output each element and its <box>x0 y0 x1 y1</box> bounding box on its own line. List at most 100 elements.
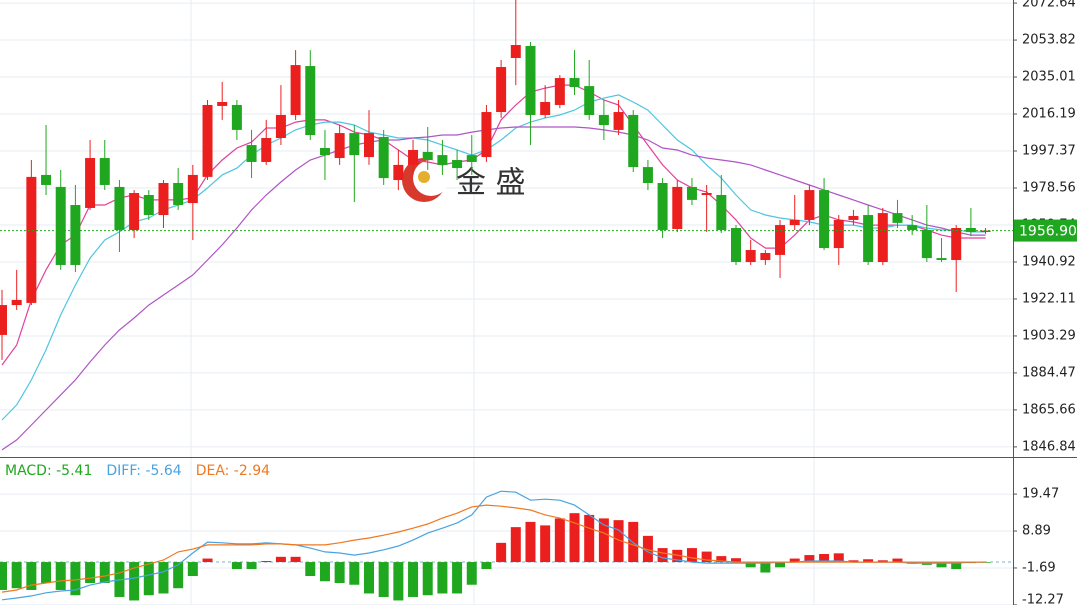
macd-bar <box>863 559 874 563</box>
macd-bar <box>569 513 580 563</box>
macd-bar <box>951 562 962 570</box>
watermark: 金 盛 <box>402 158 526 202</box>
candle-body <box>892 213 903 223</box>
candle-body <box>496 67 507 113</box>
macd-bar <box>275 556 286 563</box>
candle-body <box>877 213 888 263</box>
candle-body <box>569 78 580 88</box>
candle-body <box>613 112 624 130</box>
macd-bar <box>510 527 521 563</box>
macd-bar <box>525 521 536 563</box>
macd-bar <box>848 560 859 563</box>
macd-line <box>1 504 986 593</box>
candle-body <box>173 182 184 206</box>
macd-bar <box>378 562 389 597</box>
candle-body <box>305 66 316 136</box>
candle-body <box>408 149 419 165</box>
candle-body <box>863 215 874 263</box>
macd-bar <box>466 562 477 585</box>
macd-bar <box>422 562 433 596</box>
candle-body <box>804 190 815 220</box>
macd-bar <box>481 562 492 570</box>
y-tick-label: -1.69 <box>1022 560 1056 575</box>
candle-body <box>99 158 110 185</box>
macd-bar <box>554 518 565 563</box>
y-tick-label: 1940.92 <box>1022 254 1076 269</box>
macd-bar <box>877 560 888 563</box>
y-tick-label: 2072.64 <box>1022 0 1076 11</box>
macd-bar <box>672 549 683 563</box>
macd-bar <box>628 521 639 563</box>
macd-bar <box>41 562 52 584</box>
macd-bar <box>731 558 741 563</box>
candle-body <box>378 137 389 179</box>
macd-bar <box>804 555 815 563</box>
candle-body <box>187 174 198 204</box>
candle-body <box>760 252 771 261</box>
macd-bar <box>598 518 609 563</box>
macd-bar <box>290 556 301 563</box>
y-tick-label: 1846.84 <box>1022 439 1076 454</box>
macd-bar <box>496 542 507 563</box>
macd-bar <box>334 562 345 584</box>
y-tick-label: 19.47 <box>1022 487 1059 502</box>
candle-body <box>11 299 22 306</box>
candle-body <box>452 159 463 169</box>
macd-line <box>1 490 986 601</box>
candle-body <box>672 186 683 229</box>
candle-body <box>848 216 859 220</box>
candle-body <box>481 112 492 158</box>
macd-bar <box>540 525 551 563</box>
macd-bar <box>452 562 463 594</box>
y-tick-label: 8.89 <box>1022 524 1051 539</box>
candle-body <box>701 193 712 195</box>
candle-body <box>85 158 96 208</box>
macd-bar <box>0 562 7 590</box>
candle-body <box>364 133 374 158</box>
macd-bar <box>936 562 947 568</box>
candle-body <box>26 176 37 303</box>
macd-bar <box>716 556 727 563</box>
candle-body <box>540 102 551 115</box>
candle-body <box>731 228 741 263</box>
candle-body <box>393 164 404 181</box>
candle-body <box>789 219 800 226</box>
macd-bar <box>99 562 110 584</box>
y-tick-label: 1978.56 <box>1022 180 1076 195</box>
y-tick-label: 1903.29 <box>1022 328 1076 343</box>
macd-bar <box>701 551 712 563</box>
candle-body <box>525 45 536 115</box>
candle-body <box>202 104 213 177</box>
candle-body <box>554 78 565 105</box>
candle-body <box>510 45 521 58</box>
logo-cutout <box>413 160 449 196</box>
macd-bar <box>305 562 316 577</box>
macd-bar <box>642 535 653 563</box>
candle-body <box>334 133 345 159</box>
macd-bar <box>143 562 154 596</box>
candle-body <box>422 151 433 160</box>
macd-bar <box>657 548 668 563</box>
candle-body <box>819 190 830 249</box>
macd-bar <box>833 553 844 563</box>
macd-bar <box>364 562 374 594</box>
candle-body <box>584 86 595 115</box>
macd-bar <box>760 562 771 573</box>
grid-layer <box>0 0 1013 605</box>
macd-bar <box>11 562 22 589</box>
candle-body <box>965 228 976 232</box>
candle-body <box>745 250 756 263</box>
macd-bar <box>393 562 404 601</box>
candle-body <box>114 186 125 230</box>
last-price-label: 1956.90 <box>1019 224 1077 240</box>
macd-bar <box>349 562 360 585</box>
macd-bar <box>26 562 37 590</box>
macd-bar <box>70 562 81 596</box>
candle-body <box>217 102 228 106</box>
last-price-box <box>1014 219 1077 242</box>
candle-body <box>0 305 7 335</box>
candle-body <box>686 186 697 200</box>
candle-body <box>261 137 272 162</box>
y-tick-label: 1997.37 <box>1022 144 1076 159</box>
candle-body <box>628 114 639 168</box>
